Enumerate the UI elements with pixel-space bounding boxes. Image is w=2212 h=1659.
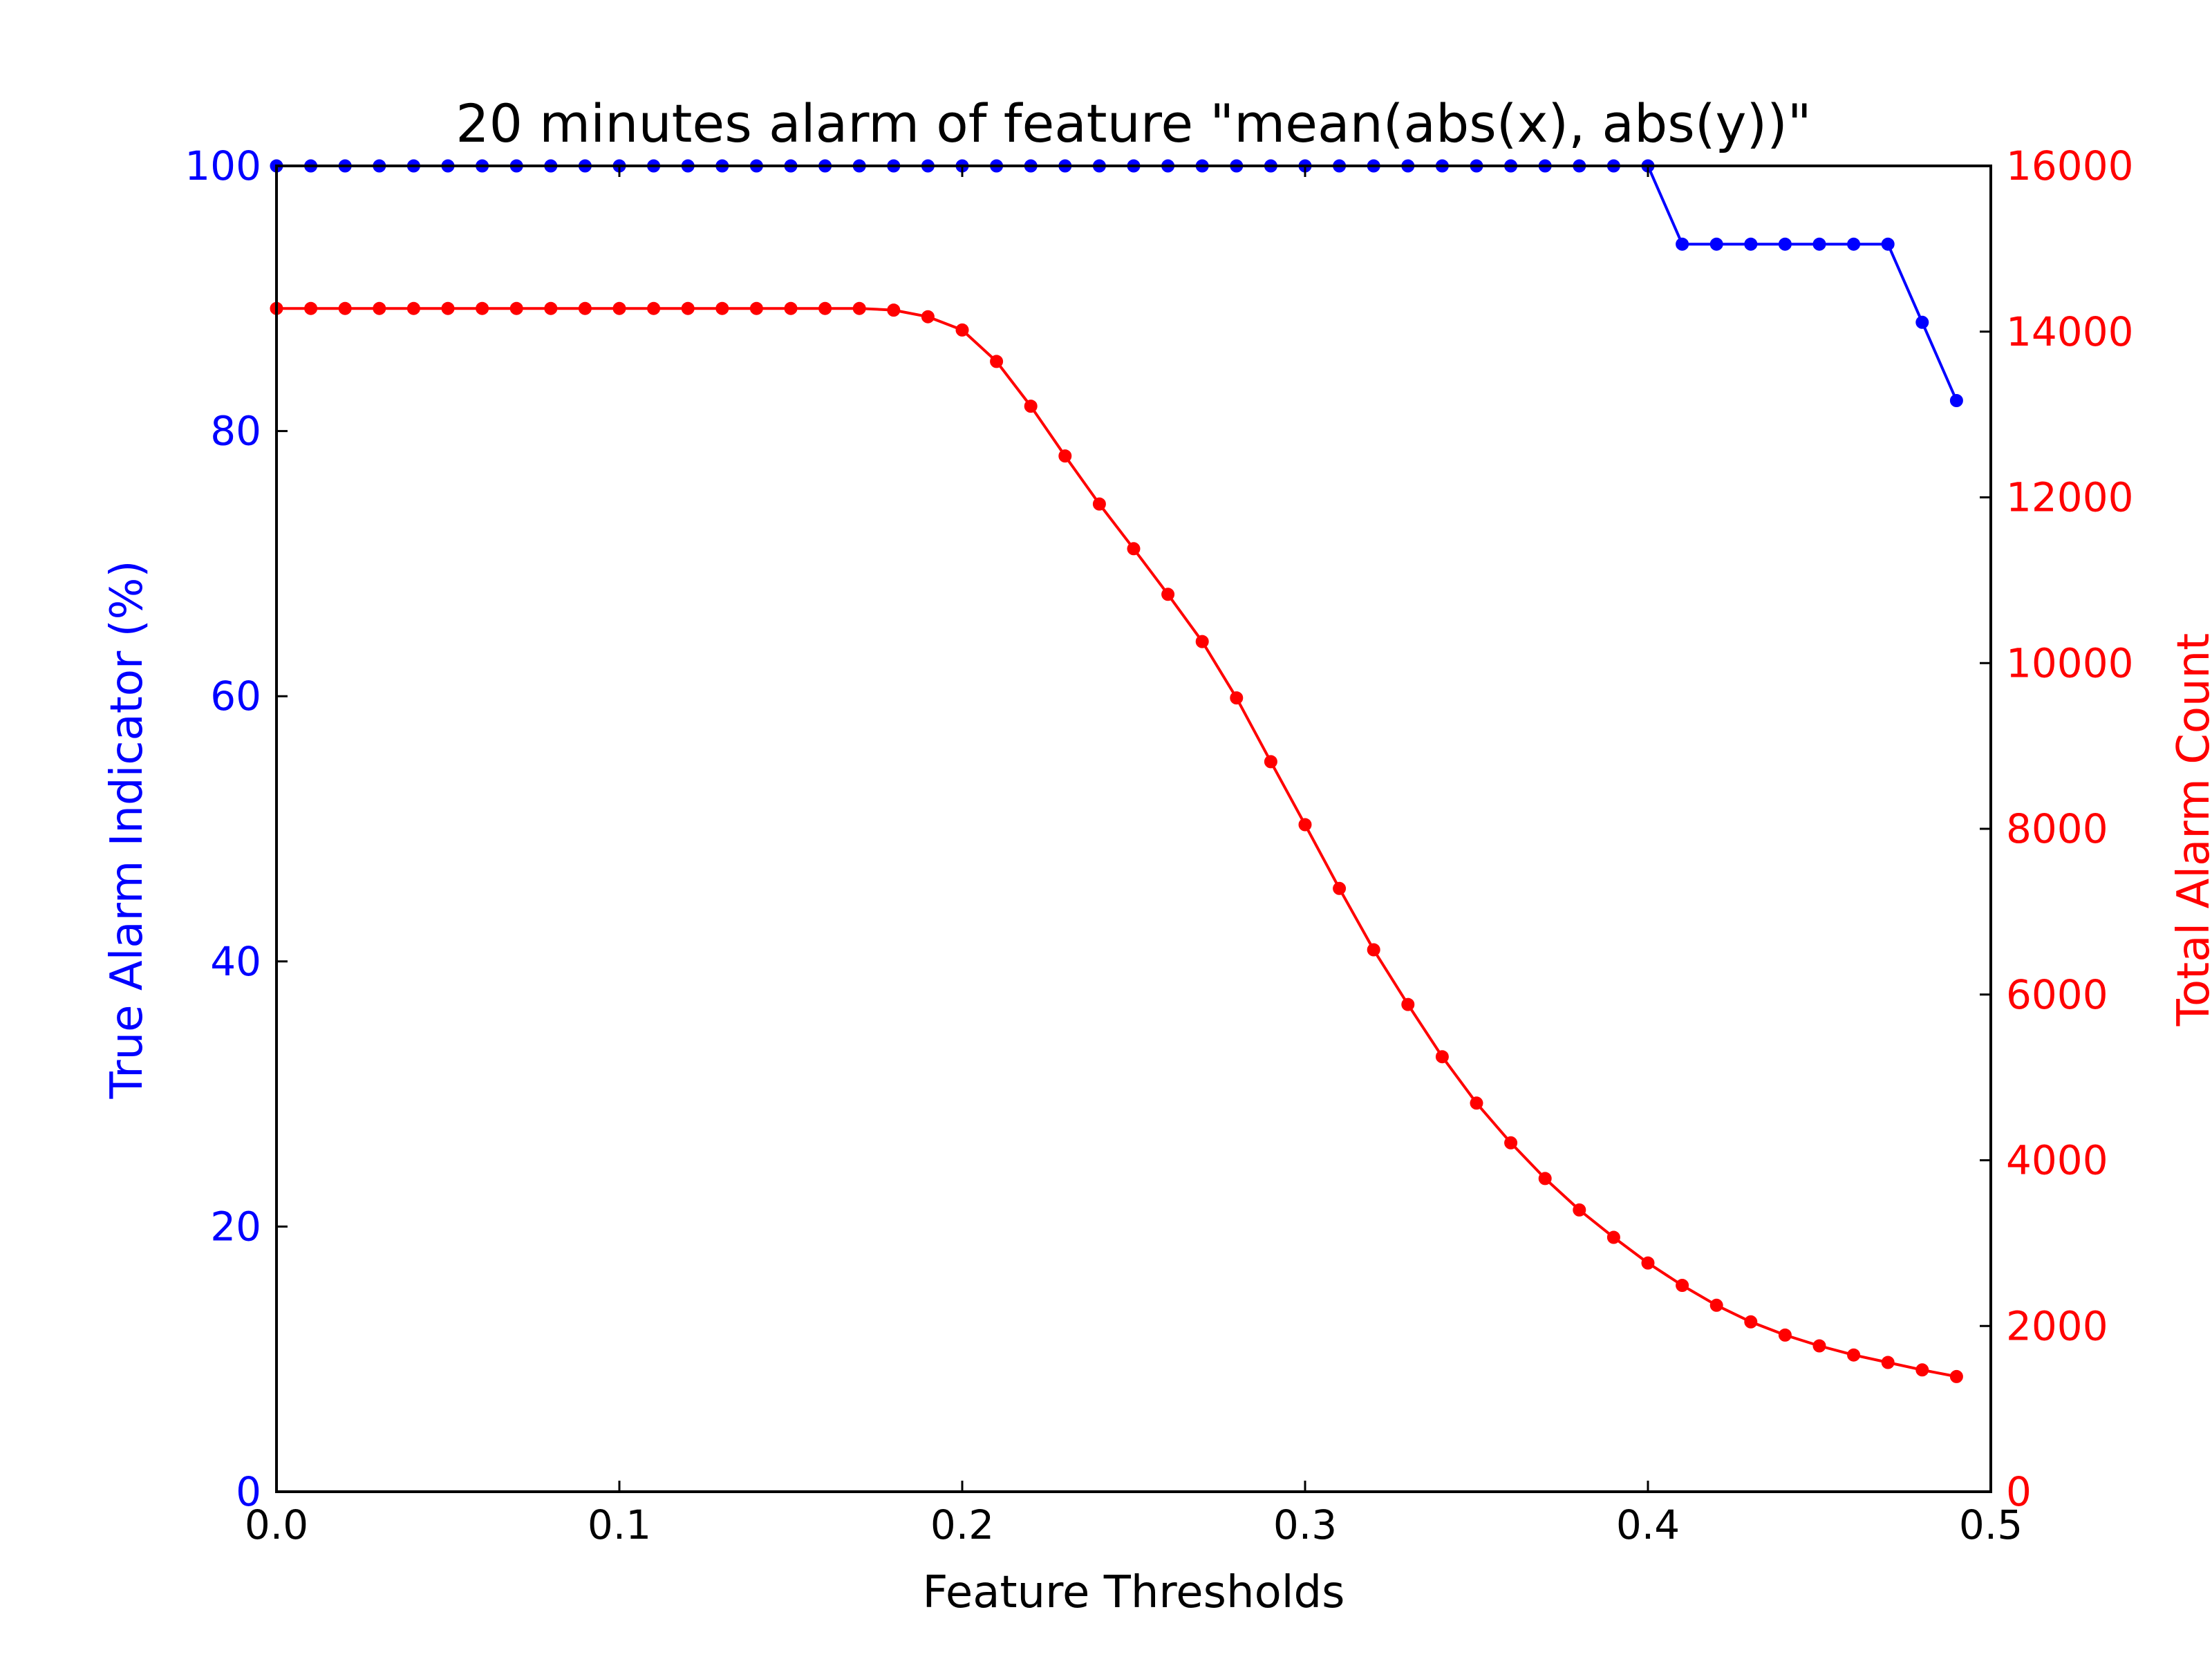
- true-alarm-indicator-point: [1881, 237, 1895, 251]
- total-alarm-count-point: [304, 301, 318, 315]
- total-alarm-count-point: [1435, 1050, 1449, 1064]
- x-tick-label: 0.0: [245, 1501, 308, 1548]
- total-alarm-count-point: [1092, 497, 1106, 511]
- true-alarm-indicator-point: [1744, 237, 1758, 251]
- total-alarm-count-point: [509, 301, 523, 315]
- total-alarm-count-point: [1949, 1369, 1963, 1383]
- true-alarm-indicator-point: [1949, 394, 1963, 407]
- total-alarm-count-point: [1538, 1172, 1552, 1185]
- right-y-tick-label: 10000: [2006, 639, 2134, 686]
- total-alarm-count-point: [1470, 1096, 1483, 1110]
- total-alarm-count-point: [681, 301, 695, 315]
- total-alarm-count-point: [955, 323, 969, 337]
- true-alarm-indicator-point: [1709, 237, 1723, 251]
- total-alarm-count-point: [1161, 588, 1175, 601]
- left-y-tick-label: 100: [185, 142, 261, 189]
- total-alarm-count-point: [1606, 1230, 1620, 1244]
- total-alarm-count-point: [544, 301, 558, 315]
- total-alarm-count-point: [1024, 400, 1038, 413]
- total-alarm-count-point: [1058, 449, 1072, 463]
- total-alarm-count-point: [990, 355, 1004, 368]
- total-alarm-count-point: [1298, 818, 1312, 832]
- x-tick-label: 0.3: [1273, 1501, 1337, 1548]
- total-alarm-count-point: [921, 310, 935, 324]
- total-alarm-count-point: [441, 301, 455, 315]
- right-y-tick-label: 2000: [2006, 1302, 2108, 1349]
- right-y-tick-label: 14000: [2006, 308, 2134, 355]
- left-y-tick-label: 80: [210, 408, 261, 455]
- total-alarm-count-point: [1264, 755, 1277, 769]
- total-alarm-count-point: [406, 301, 420, 315]
- total-alarm-count-point: [1333, 881, 1347, 895]
- total-alarm-count-point: [1504, 1136, 1518, 1150]
- true-alarm-indicator-point: [1778, 237, 1792, 251]
- total-alarm-count-point: [852, 301, 866, 315]
- true-alarm-indicator-point: [1847, 237, 1861, 251]
- chart-title: 20 minutes alarm of feature "mean(abs(x)…: [456, 93, 1811, 154]
- total-alarm-count-point: [373, 301, 386, 315]
- total-alarm-count-point: [1812, 1339, 1826, 1353]
- left-y-tick-label: 60: [210, 673, 261, 720]
- plot-area: [270, 159, 1963, 1383]
- total-alarm-count-point: [578, 301, 592, 315]
- total-alarm-count-point: [1401, 997, 1415, 1011]
- total-alarm-count-point: [1881, 1356, 1895, 1369]
- x-tick-label: 0.5: [1959, 1501, 2023, 1548]
- right-y-tick-label: 0: [2006, 1468, 2032, 1515]
- left-y-tick-label: 20: [210, 1203, 261, 1250]
- total-alarm-count-point: [784, 301, 798, 315]
- x-tick-label: 0.2: [930, 1501, 994, 1548]
- true-alarm-indicator-point: [1676, 237, 1689, 251]
- total-alarm-count-point: [1915, 1363, 1929, 1377]
- total-alarm-count-point: [715, 301, 729, 315]
- right-y-tick-label: 6000: [2006, 971, 2108, 1018]
- total-alarm-count-point: [1573, 1203, 1586, 1217]
- right-y-tick-label: 8000: [2006, 805, 2108, 852]
- left-y-axis-title: True Alarm Indicator (%): [102, 561, 153, 1100]
- total-alarm-count-point: [1367, 943, 1380, 957]
- total-alarm-count-point: [1641, 1256, 1655, 1270]
- total-alarm-count-point: [1127, 542, 1141, 556]
- total-alarm-count-point: [887, 303, 901, 317]
- x-tick-label: 0.1: [588, 1501, 651, 1548]
- total-alarm-count-point: [476, 301, 489, 315]
- left-y-tick-label: 40: [210, 938, 261, 985]
- x-tick-label: 0.4: [1616, 1501, 1680, 1548]
- total-alarm-count-point: [1676, 1279, 1689, 1292]
- right-y-axis-title: Total Alarm Count: [2168, 633, 2212, 1027]
- total-alarm-count-point: [1195, 635, 1209, 648]
- true-alarm-indicator-point: [1915, 315, 1929, 329]
- x-axis-title: Feature Thresholds: [923, 1567, 1345, 1618]
- total-alarm-count-point: [818, 301, 832, 315]
- right-y-tick-label: 16000: [2006, 142, 2134, 189]
- total-alarm-count-point: [612, 301, 626, 315]
- total-alarm-count-point: [338, 301, 352, 315]
- axis-ticks: 0.0 0.1 0.2 0.3 0.4 0.50204060801000200040006…: [185, 142, 2133, 1548]
- total-alarm-count-point: [1230, 691, 1244, 705]
- total-alarm-count-point: [1778, 1328, 1792, 1342]
- true-alarm-indicator-point: [1812, 237, 1826, 251]
- total-alarm-count-point: [749, 301, 763, 315]
- right-y-tick-label: 12000: [2006, 474, 2134, 521]
- total-alarm-count-point: [1709, 1298, 1723, 1312]
- total-alarm-count-point: [1744, 1315, 1758, 1329]
- total-alarm-count-point: [647, 301, 661, 315]
- total-alarm-count-point: [1847, 1348, 1861, 1362]
- left-y-tick-label: 0: [236, 1468, 261, 1515]
- right-y-tick-label: 4000: [2006, 1137, 2108, 1184]
